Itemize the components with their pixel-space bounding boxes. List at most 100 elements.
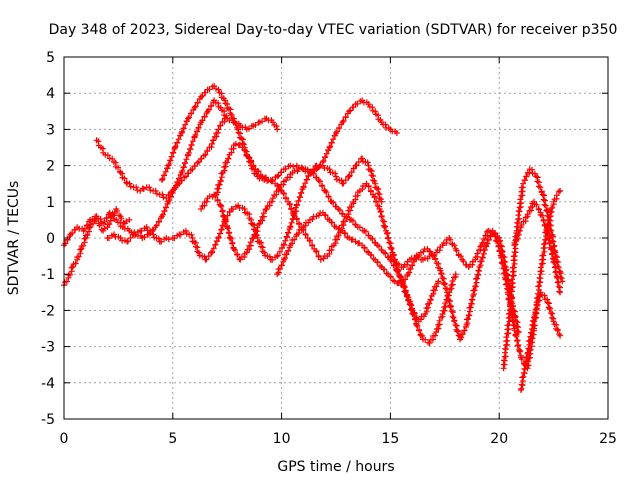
data-point-interp	[362, 228, 369, 235]
data-point-interp	[535, 297, 542, 304]
data-point-interp	[159, 211, 166, 218]
data-point-interp	[212, 192, 219, 199]
data-point-interp	[319, 183, 326, 190]
data-point-interp	[543, 230, 550, 236]
data-point	[557, 187, 564, 194]
data-point-interp	[218, 170, 225, 177]
data-point-interp	[540, 196, 547, 203]
data-point-interp	[81, 226, 88, 232]
data-point-interp	[542, 202, 549, 209]
data-point-interp	[194, 99, 201, 106]
data-point-interp	[162, 168, 169, 175]
y-tick-label: 1	[46, 195, 55, 211]
series-track-9	[387, 187, 564, 372]
data-point-interp	[460, 258, 467, 265]
data-point-interp	[518, 200, 524, 206]
series-track-4	[158, 83, 400, 184]
data-point-interp	[203, 256, 210, 263]
data-point	[126, 216, 133, 223]
data-point-interp	[218, 226, 225, 233]
data-point	[274, 126, 281, 133]
data-point-interp	[146, 184, 153, 191]
data-point-interp	[328, 139, 335, 146]
data-point-interp	[287, 223, 294, 230]
data-point	[195, 249, 202, 256]
data-point	[269, 195, 276, 202]
data-point-interp	[419, 332, 426, 339]
data-point-interp	[405, 294, 412, 301]
data-point-interp	[502, 345, 509, 352]
data-point-interp	[206, 86, 213, 93]
data-point-interp	[133, 184, 140, 191]
data-point-interp	[543, 226, 550, 233]
data-point-interp	[161, 172, 167, 179]
data-point-interp	[295, 197, 302, 204]
data-point-interp	[340, 117, 347, 124]
data-point-interp	[555, 188, 562, 195]
data-point-interp	[494, 238, 501, 245]
data-point-interp	[172, 143, 179, 150]
data-point-interp	[226, 235, 233, 241]
data-point-interp	[290, 212, 297, 218]
data-point-interp	[556, 288, 563, 295]
data-point-interp	[504, 337, 511, 344]
data-point-interp	[202, 89, 209, 96]
data-point	[365, 101, 372, 108]
data-point-interp	[175, 136, 182, 143]
data-point-interp	[550, 258, 557, 265]
data-point-interp	[170, 149, 176, 156]
data-point-interp	[203, 198, 210, 205]
data-point-interp	[322, 212, 329, 219]
data-point-interp	[310, 166, 317, 173]
series-track-11	[518, 289, 564, 393]
data-point-interp	[548, 314, 555, 321]
data-point-interp	[296, 193, 303, 200]
data-point-interp	[179, 128, 186, 135]
data-point-interp	[209, 248, 216, 255]
data-point-interp	[544, 299, 551, 306]
data-point-interp	[353, 162, 360, 169]
data-point-interp	[544, 212, 551, 219]
y-tick-label: 0	[46, 231, 55, 247]
data-point-interp	[411, 316, 418, 323]
data-point-interp	[517, 227, 524, 234]
data-point-interp	[373, 198, 379, 205]
data-point-interp	[552, 269, 559, 276]
data-point-interp	[514, 338, 521, 344]
data-point-interp	[224, 212, 231, 219]
data-point-interp	[181, 159, 188, 166]
y-tick-label: 2	[46, 159, 55, 175]
data-point-interp	[472, 283, 479, 290]
data-point-interp	[454, 328, 461, 335]
data-point-interp	[540, 252, 547, 259]
data-point-interp	[465, 312, 472, 319]
data-point-interp	[188, 231, 195, 238]
data-point-interp	[127, 235, 134, 241]
data-point	[198, 206, 205, 212]
data-point-interp	[395, 261, 402, 268]
data-point	[550, 318, 557, 325]
series-track-10	[500, 166, 566, 372]
data-point	[539, 191, 546, 198]
data-point	[339, 119, 346, 126]
data-point-interp	[300, 183, 307, 190]
data-point	[452, 271, 459, 278]
data-point-interp	[536, 274, 543, 281]
data-point-interp	[283, 195, 290, 202]
data-point-interp	[388, 246, 395, 252]
data-point-interp	[518, 222, 525, 228]
data-point-interp	[382, 250, 389, 257]
data-point	[346, 108, 353, 115]
series-track-12	[511, 198, 564, 296]
data-point	[202, 151, 209, 158]
data-point-interp	[223, 159, 230, 166]
data-point-interp	[192, 132, 199, 138]
data-point-interp	[289, 215, 296, 222]
data-point-interp	[192, 103, 199, 110]
data-point-interp	[334, 128, 340, 135]
data-point-interp	[180, 164, 187, 170]
y-tick-label: -2	[41, 303, 55, 319]
data-point-interp	[180, 125, 187, 132]
data-point-interp	[508, 287, 514, 294]
data-point-interp	[282, 237, 289, 244]
